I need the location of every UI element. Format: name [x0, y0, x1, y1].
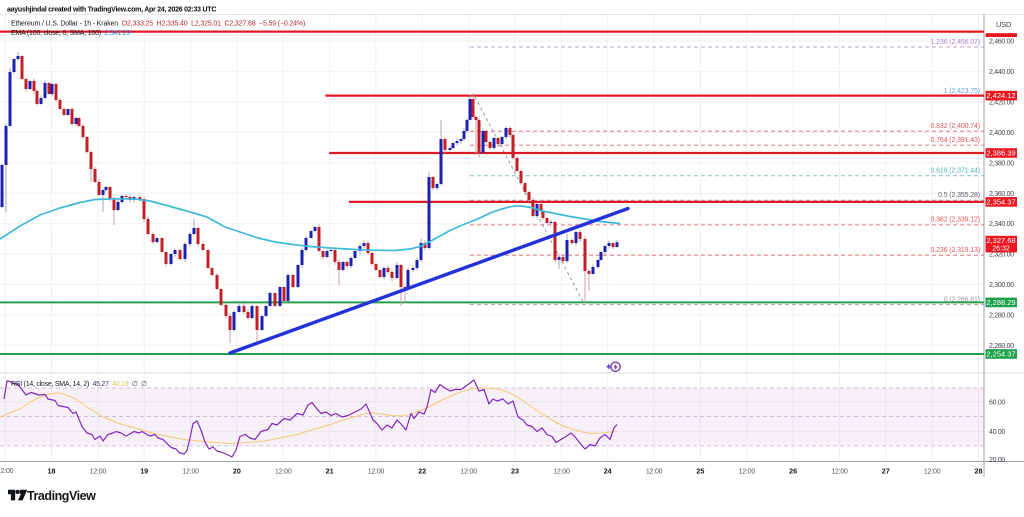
- svg-text:12:00: 12:00: [368, 469, 385, 476]
- svg-text:2,460.00: 2,460.00: [989, 39, 1014, 46]
- svg-text:20: 20: [233, 467, 241, 476]
- svg-text:12:00: 12:00: [924, 469, 941, 476]
- svg-text:2,386.39: 2,386.39: [986, 149, 1015, 158]
- svg-text:27: 27: [882, 467, 890, 476]
- svg-text:0 (2,286.81): 0 (2,286.81): [944, 296, 980, 303]
- svg-text:12:00: 12:00: [460, 469, 477, 476]
- svg-text:2,300.00: 2,300.00: [989, 282, 1014, 289]
- svg-text:21: 21: [326, 467, 334, 476]
- svg-text:25: 25: [696, 467, 704, 476]
- svg-text:12:00: 12:00: [646, 469, 663, 476]
- svg-text:2,400.00: 2,400.00: [989, 130, 1014, 137]
- svg-text:0.764 (2,391.43): 0.764 (2,391.43): [931, 137, 980, 144]
- svg-text:1 (2,423.75): 1 (2,423.75): [944, 88, 980, 95]
- svg-text:TradingView: TradingView: [27, 489, 96, 503]
- svg-text:0.382 (2,339.12): 0.382 (2,339.12): [931, 217, 980, 224]
- svg-text:12:00: 12:00: [90, 469, 107, 476]
- svg-text:26: 26: [789, 467, 797, 476]
- svg-text:28: 28: [975, 467, 983, 476]
- svg-text:2,354.37: 2,354.37: [986, 198, 1015, 207]
- svg-text:2,260.00: 2,260.00: [989, 343, 1014, 350]
- svg-text:aayushjindal created with Trad: aayushjindal created with TradingView.co…: [7, 6, 216, 13]
- svg-text:2,340.00: 2,340.00: [989, 221, 1014, 228]
- svg-text:12:00: 12:00: [739, 469, 756, 476]
- svg-text:12:00: 12:00: [831, 469, 848, 476]
- svg-text:20.00: 20.00: [989, 457, 1005, 464]
- svg-text:60.00: 60.00: [989, 399, 1005, 406]
- svg-text:1.236 (2,456.07): 1.236 (2,456.07): [931, 39, 980, 46]
- svg-text:EMA (100, close, 0, SMA, 100): EMA (100, close, 0, SMA, 100) 2,341.29: [11, 30, 130, 37]
- svg-text:2,380.00: 2,380.00: [989, 160, 1014, 167]
- svg-text:24: 24: [604, 467, 612, 476]
- svg-text:12:00: 12:00: [182, 469, 199, 476]
- svg-text:2,440.00: 2,440.00: [989, 69, 1014, 76]
- svg-text:19: 19: [140, 467, 148, 476]
- svg-text:12:00: 12:00: [275, 469, 292, 476]
- svg-text:12:00: 12:00: [0, 468, 14, 475]
- svg-text:0.618 (2,371.44): 0.618 (2,371.44): [931, 168, 980, 175]
- svg-text:0.5 (2,355.28): 0.5 (2,355.28): [938, 192, 980, 199]
- svg-text:2,420.00: 2,420.00: [989, 100, 1014, 107]
- svg-text:12:00: 12:00: [553, 469, 570, 476]
- svg-text:2,280.00: 2,280.00: [989, 313, 1014, 320]
- svg-text:USD: USD: [996, 20, 1012, 29]
- svg-text:RSI (14, close, SMA, 14, 2) 4: RSI (14, close, SMA, 14, 2) 45.27 40.19 …: [11, 381, 147, 388]
- svg-text:22: 22: [418, 467, 426, 476]
- svg-text:0.236 (2,319.13): 0.236 (2,319.13): [931, 247, 980, 254]
- svg-text:2,320.00: 2,320.00: [989, 252, 1014, 259]
- svg-text:26:32: 26:32: [992, 246, 1010, 253]
- svg-text:2,360.00: 2,360.00: [989, 191, 1014, 198]
- svg-text:2,327.68: 2,327.68: [986, 236, 1015, 245]
- svg-text:2,424.12: 2,424.12: [986, 91, 1015, 100]
- svg-text:2,288.29: 2,288.29: [986, 298, 1015, 307]
- svg-text:Ethereum / U.S. Dollar - 1h -: Ethereum / U.S. Dollar - 1h - Kraken O2,…: [11, 20, 305, 27]
- svg-text:2,254.37: 2,254.37: [986, 350, 1015, 359]
- svg-text:18: 18: [48, 467, 56, 476]
- svg-text:23: 23: [511, 467, 519, 476]
- svg-text:0.832 (2,400.74): 0.832 (2,400.74): [931, 123, 980, 130]
- svg-text:40.00: 40.00: [989, 429, 1005, 436]
